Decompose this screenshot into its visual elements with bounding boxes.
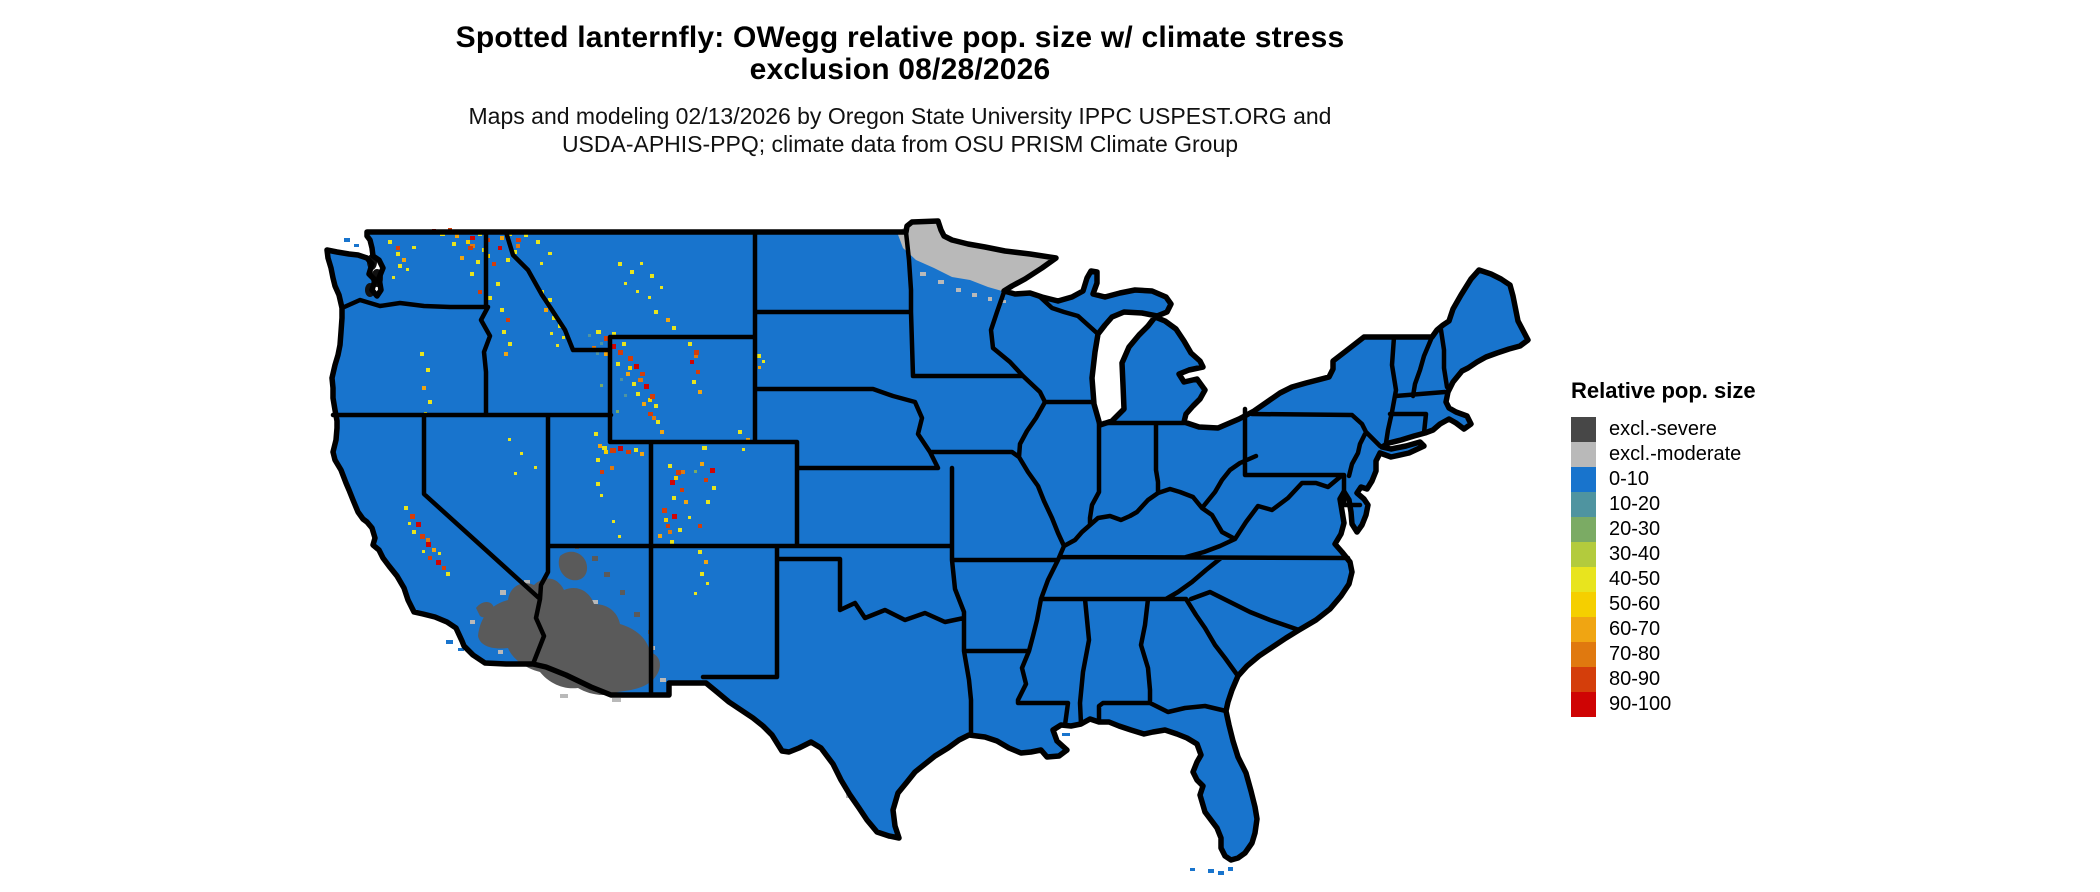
subtitle-line2: USDA-APHIS-PPQ; climate data from OSU PR…	[561, 131, 1239, 157]
legend-item: 80-90	[1571, 667, 1756, 692]
island-dots	[344, 238, 1233, 875]
legend-item: excl.-moderate	[1571, 442, 1756, 467]
legend: Relative pop. size excl.-severe excl.-mo…	[1571, 378, 1756, 717]
legend-item-label: 70-80	[1609, 643, 1661, 665]
legend-item-label: 50-60	[1609, 593, 1661, 615]
legend-swatch	[1571, 692, 1596, 717]
legend-item-label: excl.-severe	[1609, 418, 1717, 440]
legend-item-label: 20-30	[1609, 518, 1661, 540]
legend-item: 20-30	[1571, 517, 1756, 542]
legend-item-label: 30-40	[1609, 543, 1661, 565]
map-outline	[324, 218, 1531, 863]
page-title-line1: Spotted lanternfly: OWegg relative pop. …	[455, 21, 1345, 54]
legend-item: 70-80	[1571, 642, 1756, 667]
legend-item-label: excl.-moderate	[1609, 443, 1742, 465]
legend-item: 50-60	[1571, 592, 1756, 617]
legend-item-label: 0-10	[1609, 468, 1650, 490]
legend-swatch	[1571, 517, 1596, 542]
legend-item: 90-100	[1571, 692, 1756, 717]
legend-swatch	[1571, 592, 1596, 617]
map-state-borders	[330, 229, 1450, 738]
legend-swatch	[1571, 417, 1596, 442]
subtitle: Maps and modeling 02/13/2026 by Oregon S…	[235, 102, 1565, 158]
speckles-10-20	[588, 334, 627, 397]
legend-swatch	[1571, 567, 1596, 592]
legend-swatch	[1571, 667, 1596, 692]
legend-swatch	[1571, 442, 1596, 467]
speckles-90-100	[416, 229, 715, 565]
legend-item: excl.-severe	[1571, 417, 1756, 442]
legend-item: 0-10	[1571, 467, 1756, 492]
legend-item-label: 60-70	[1609, 618, 1661, 640]
legend-item: 10-20	[1571, 492, 1756, 517]
legend-swatch	[1571, 642, 1596, 667]
legend-title: Relative pop. size	[1571, 378, 1756, 403]
legend-item-label: 10-20	[1609, 493, 1661, 515]
subtitle-line1: Maps and modeling 02/13/2026 by Oregon S…	[468, 103, 1332, 129]
legend-item-label: 90-100	[1609, 693, 1672, 715]
page-title-line2: exclusion 08/28/2026	[749, 53, 1051, 86]
legend-item: 30-40	[1571, 542, 1756, 567]
header: Spotted lanternfly: OWegg relative pop. …	[235, 22, 1565, 158]
legend-swatch	[1571, 492, 1596, 517]
legend-swatch	[1571, 467, 1596, 492]
legend-item-label: 40-50	[1609, 568, 1661, 590]
legend-item-label: 80-90	[1609, 668, 1661, 690]
legend-swatch	[1571, 542, 1596, 567]
legend-swatch	[1571, 617, 1596, 642]
legend-item: 60-70	[1571, 617, 1756, 642]
legend-item: 40-50	[1571, 567, 1756, 592]
